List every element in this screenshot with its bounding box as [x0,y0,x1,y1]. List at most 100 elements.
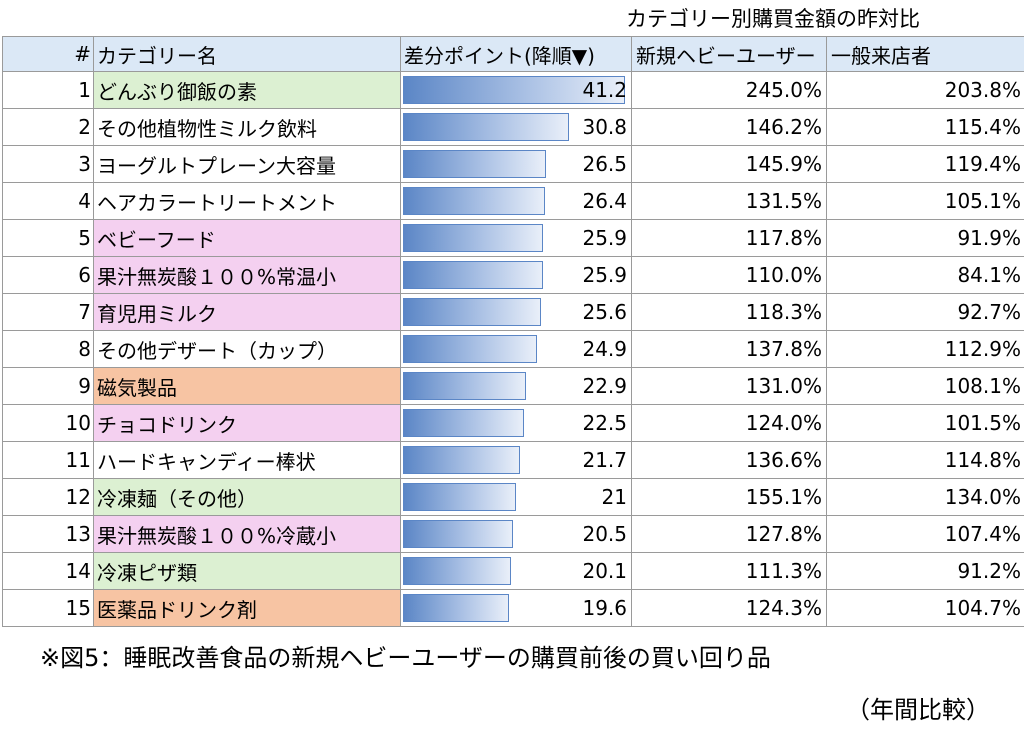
diff-bar [403,224,543,252]
diff-cell: 21 [400,478,632,516]
table-row: 4 ヘアカラートリートメント 26.4 131.5% 105.1% [2,182,1024,220]
new-heavy-value: 124.0% [631,404,827,442]
category-name: ベビーフード [93,219,401,257]
diff-value: 22.9 [582,374,627,398]
diff-value: 21.7 [582,448,627,472]
new-heavy-value: 110.0% [631,256,827,294]
diff-value: 21 [601,485,627,509]
table-row: 7 育児用ミルク 25.6 118.3% 92.7% [2,293,1024,331]
table-row: 10 チョコドリンク 22.5 124.0% 101.5% [2,404,1024,442]
new-heavy-value: 127.8% [631,515,827,553]
diff-bar [403,335,537,363]
new-heavy-value: 146.2% [631,108,827,146]
diff-bar [403,298,541,326]
diff-value: 30.8 [582,115,627,139]
diff-bar [403,76,625,104]
row-number: 14 [2,552,94,590]
table-row: 11 ハードキャンディー棒状 21.7 136.6% 114.8% [2,441,1024,479]
general-value: 101.5% [826,404,1024,442]
new-heavy-value: 136.6% [631,441,827,479]
diff-value: 25.6 [582,300,627,324]
general-value: 104.7% [826,589,1024,627]
general-value: 134.0% [826,478,1024,516]
category-name: どんぶり御飯の素 [93,71,401,109]
diff-cell: 30.8 [400,108,632,146]
new-heavy-value: 131.0% [631,367,827,405]
row-number: 7 [2,293,94,331]
row-number: 6 [2,256,94,294]
row-number: 4 [2,182,94,220]
table-row: 6 果汁無炭酸１００%常温小 25.9 110.0% 84.1% [2,256,1024,294]
row-number: 9 [2,367,94,405]
new-heavy-value: 245.0% [631,71,827,109]
diff-bar [403,594,509,622]
diff-bar [403,187,545,215]
category-name: 育児用ミルク [93,293,401,331]
table-row: 14 冷凍ピザ類 20.1 111.3% 91.2% [2,552,1024,590]
table-row: 12 冷凍麺（その他） 21 155.1% 134.0% [2,478,1024,516]
table-row: 1 どんぶり御飯の素 41.2 245.0% 203.8% [2,71,1024,109]
figure-caption-sub: （年間比較） [846,696,990,724]
diff-value: 25.9 [582,263,627,287]
table-super-title: カテゴリー別購買金額の昨対比 [626,7,920,31]
diff-cell: 24.9 [400,330,632,368]
row-number: 1 [2,71,94,109]
general-value: 107.4% [826,515,1024,553]
table-row: 15 医薬品ドリンク剤 19.6 124.3% 104.7% [2,589,1024,627]
header-diff: 差分ポイント(降順▼) [400,36,632,72]
row-number: 10 [2,404,94,442]
general-value: 91.9% [826,219,1024,257]
new-heavy-value: 137.8% [631,330,827,368]
new-heavy-value: 131.5% [631,182,827,220]
row-number: 2 [2,108,94,146]
diff-value: 19.6 [582,596,627,620]
category-name: 医薬品ドリンク剤 [93,589,401,627]
header-new-heavy: 新規ヘビーユーザー [631,36,827,72]
general-value: 114.8% [826,441,1024,479]
diff-bar [403,557,511,585]
general-value: 119.4% [826,145,1024,183]
table-header-row: # カテゴリー名 差分ポイント(降順▼) 新規ヘビーユーザー 一般来店者 [2,36,1024,72]
diff-cell: 41.2 [400,71,632,109]
diff-cell: 20.5 [400,515,632,553]
category-comparison-table: # カテゴリー名 差分ポイント(降順▼) 新規ヘビーユーザー 一般来店者 1 どん… [2,36,1024,627]
row-number: 3 [2,145,94,183]
diff-cell: 26.4 [400,182,632,220]
general-value: 112.9% [826,330,1024,368]
table-row: 9 磁気製品 22.9 131.0% 108.1% [2,367,1024,405]
category-name: 果汁無炭酸１００%冷蔵小 [93,515,401,553]
diff-bar [403,409,524,437]
diff-cell: 25.6 [400,293,632,331]
category-name: 果汁無炭酸１００%常温小 [93,256,401,294]
new-heavy-value: 124.3% [631,589,827,627]
header-num: # [2,36,94,72]
diff-cell: 21.7 [400,441,632,479]
diff-bar [403,520,513,548]
table-row: 3 ヨーグルトプレーン大容量 26.5 145.9% 119.4% [2,145,1024,183]
row-number: 12 [2,478,94,516]
figure-caption: ※図5：睡眠改善食品の新規ヘビーユーザーの購買前後の買い回り品 [40,644,771,672]
category-name: 磁気製品 [93,367,401,405]
new-heavy-value: 111.3% [631,552,827,590]
diff-value: 26.5 [582,152,627,176]
new-heavy-value: 145.9% [631,145,827,183]
table-row: 5 ベビーフード 25.9 117.8% 91.9% [2,219,1024,257]
general-value: 105.1% [826,182,1024,220]
diff-value: 41.2 [582,78,627,102]
table-row: 8 その他デザート（カップ） 24.9 137.8% 112.9% [2,330,1024,368]
table-body: 1 どんぶり御飯の素 41.2 245.0% 203.8% 2 その他植物性ミルク飲料 30.… [2,71,1024,627]
table-row: 2 その他植物性ミルク飲料 30.8 146.2% 115.4% [2,108,1024,146]
new-heavy-value: 117.8% [631,219,827,257]
diff-bar [403,483,516,511]
general-value: 108.1% [826,367,1024,405]
diff-cell: 25.9 [400,219,632,257]
diff-bar [403,446,520,474]
diff-cell: 20.1 [400,552,632,590]
general-value: 91.2% [826,552,1024,590]
category-name: ヘアカラートリートメント [93,182,401,220]
diff-cell: 25.9 [400,256,632,294]
category-name: 冷凍ピザ類 [93,552,401,590]
row-number: 11 [2,441,94,479]
general-value: 203.8% [826,71,1024,109]
category-name: ヨーグルトプレーン大容量 [93,145,401,183]
